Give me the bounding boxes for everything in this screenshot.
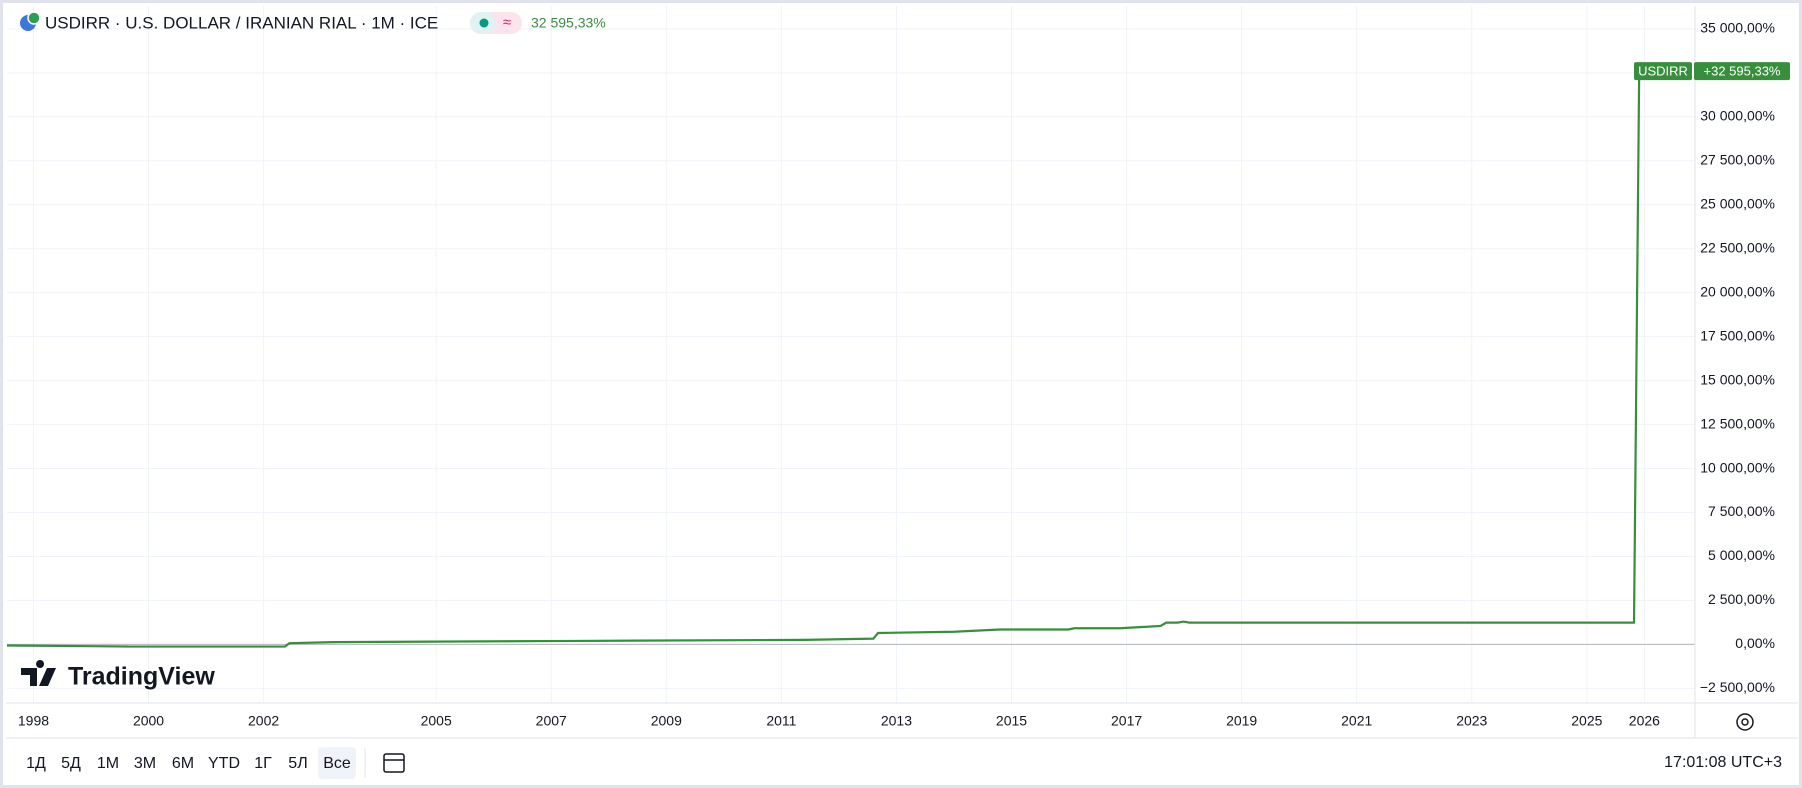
y-tick-label: 5 000,00% xyxy=(1708,547,1775,563)
last-value-label: +32 595,33% xyxy=(1704,64,1781,79)
range-button[interactable]: 5Д xyxy=(61,755,81,772)
range-button[interactable]: 1М xyxy=(97,755,119,772)
last-value-badge xyxy=(1694,62,1790,81)
calendar-icon[interactable] xyxy=(383,753,405,773)
y-tick-label: 12 500,00% xyxy=(1700,415,1775,431)
y-tick-label: 7 500,00% xyxy=(1708,503,1775,519)
symbol-title: USDIRR · U.S. DOLLAR / IRANIAN RIAL · 1M… xyxy=(45,13,438,32)
x-tick-label: 2011 xyxy=(766,713,796,729)
flag-icon xyxy=(27,11,41,25)
range-button[interactable]: 1Д xyxy=(26,755,46,772)
y-tick-label: 17 500,00% xyxy=(1700,327,1775,343)
x-tick-label: 2026 xyxy=(1629,713,1660,729)
x-tick-label: 2002 xyxy=(248,713,279,729)
price-line xyxy=(6,71,1641,648)
y-tick-label: 20 000,00% xyxy=(1700,283,1775,299)
clock: 17:01:08 UTC+3 xyxy=(1664,754,1782,771)
range-button[interactable]: 1Г xyxy=(254,755,272,772)
x-tick-label: 2017 xyxy=(1111,713,1142,729)
symbol-badge-text: USDIRR xyxy=(1638,64,1688,79)
y-tick-label: −2 500,00% xyxy=(1700,679,1775,695)
x-tick-label: 2013 xyxy=(881,713,912,729)
change-value: 32 595,33% xyxy=(531,15,606,31)
range-button[interactable]: 5Л xyxy=(288,755,307,772)
symbol-badge xyxy=(1634,62,1692,81)
settings-icon[interactable] xyxy=(1741,718,1749,726)
market-dot xyxy=(479,18,489,28)
x-tick-label: 2019 xyxy=(1226,713,1257,729)
y-tick-label: 2 500,00% xyxy=(1708,591,1775,607)
x-tick-label: 2021 xyxy=(1341,713,1372,729)
range-button[interactable]: 6М xyxy=(172,755,194,772)
x-tick-label: 2007 xyxy=(536,713,567,729)
x-tick-label: 2023 xyxy=(1456,713,1487,729)
logo-text: TradingView xyxy=(68,663,215,691)
x-tick-label: 1998 xyxy=(18,713,49,729)
y-tick-label: 10 000,00% xyxy=(1700,459,1775,475)
plot xyxy=(6,71,1641,648)
y-tick-label: 35 000,00% xyxy=(1700,20,1775,36)
range-button[interactable]: 3М xyxy=(134,755,156,772)
x-tick-label: 2015 xyxy=(996,713,1027,729)
y-tick-label: 27 500,00% xyxy=(1700,151,1775,167)
delay-indicator: ≈ xyxy=(503,14,511,31)
range-button-active[interactable] xyxy=(318,747,356,779)
y-tick-label: 25 000,00% xyxy=(1700,195,1775,211)
grid xyxy=(7,6,1695,703)
x-tick-label: 2005 xyxy=(421,713,452,729)
x-tick-label: 2025 xyxy=(1571,713,1602,729)
x-tick-label: 2000 xyxy=(133,713,164,729)
y-tick-label: 30 000,00% xyxy=(1700,108,1775,124)
range-button[interactable]: Все xyxy=(323,755,351,772)
x-tick-label: 2009 xyxy=(651,713,682,729)
y-tick-label: 15 000,00% xyxy=(1700,371,1775,387)
y-tick-label: 0,00% xyxy=(1735,635,1775,651)
settings-icon[interactable] xyxy=(1736,713,1754,731)
range-button[interactable]: YTD xyxy=(208,755,240,772)
y-tick-label: 22 500,00% xyxy=(1700,239,1775,255)
logo-icon xyxy=(21,660,56,686)
